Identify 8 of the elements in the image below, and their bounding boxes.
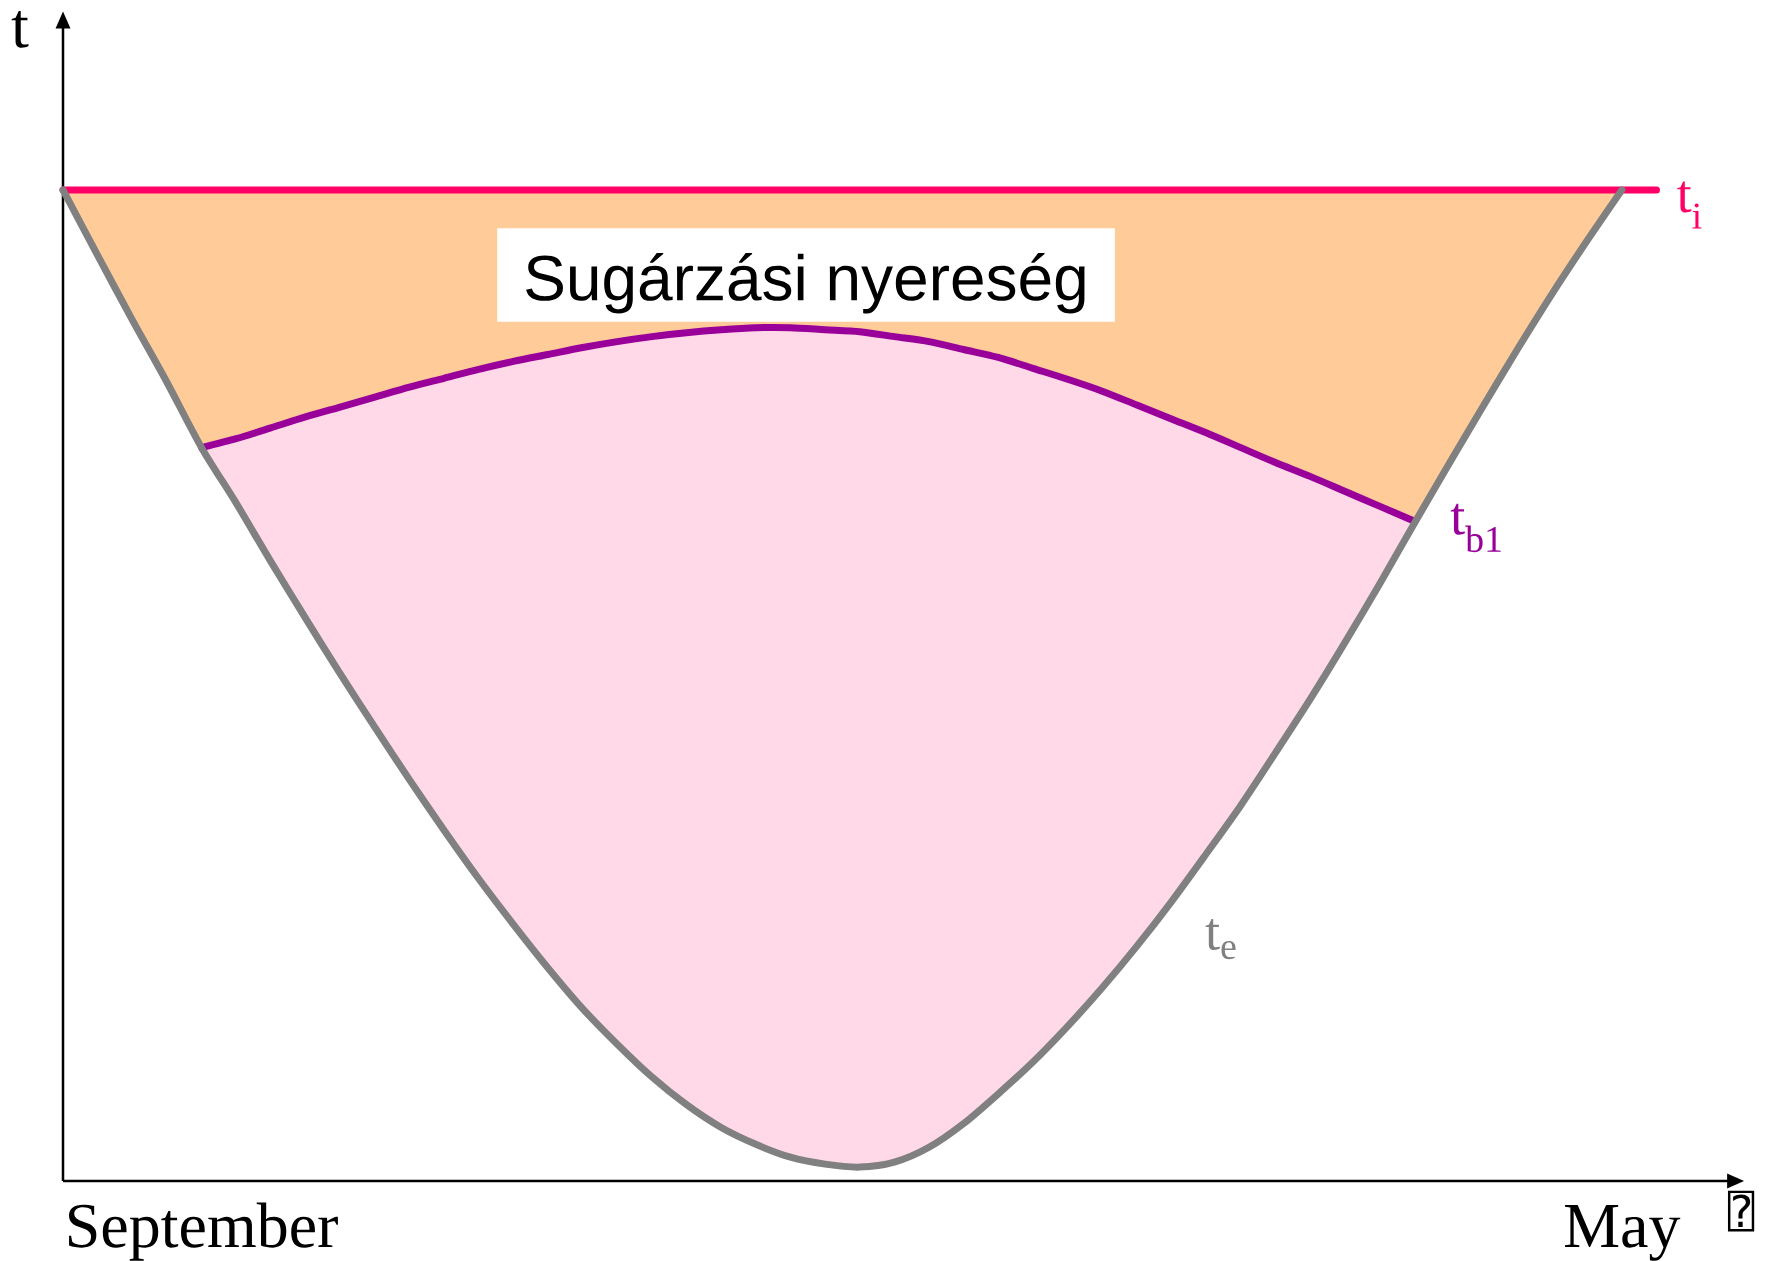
series-label: t$_{b1}$ xyxy=(1450,503,1501,553)
x-axis-title: ⍰ xyxy=(1727,1190,1755,1232)
x-tick-label: September xyxy=(69,1202,338,1261)
annotation: Sugárzási nyereség xyxy=(526,253,1085,314)
series-label: t$_{e}$ xyxy=(1205,919,1236,960)
series-label: t$_{i}$ xyxy=(1677,181,1702,229)
x-tick-label: May xyxy=(1565,1205,1681,1261)
y-axis-title: t xyxy=(11,11,29,48)
